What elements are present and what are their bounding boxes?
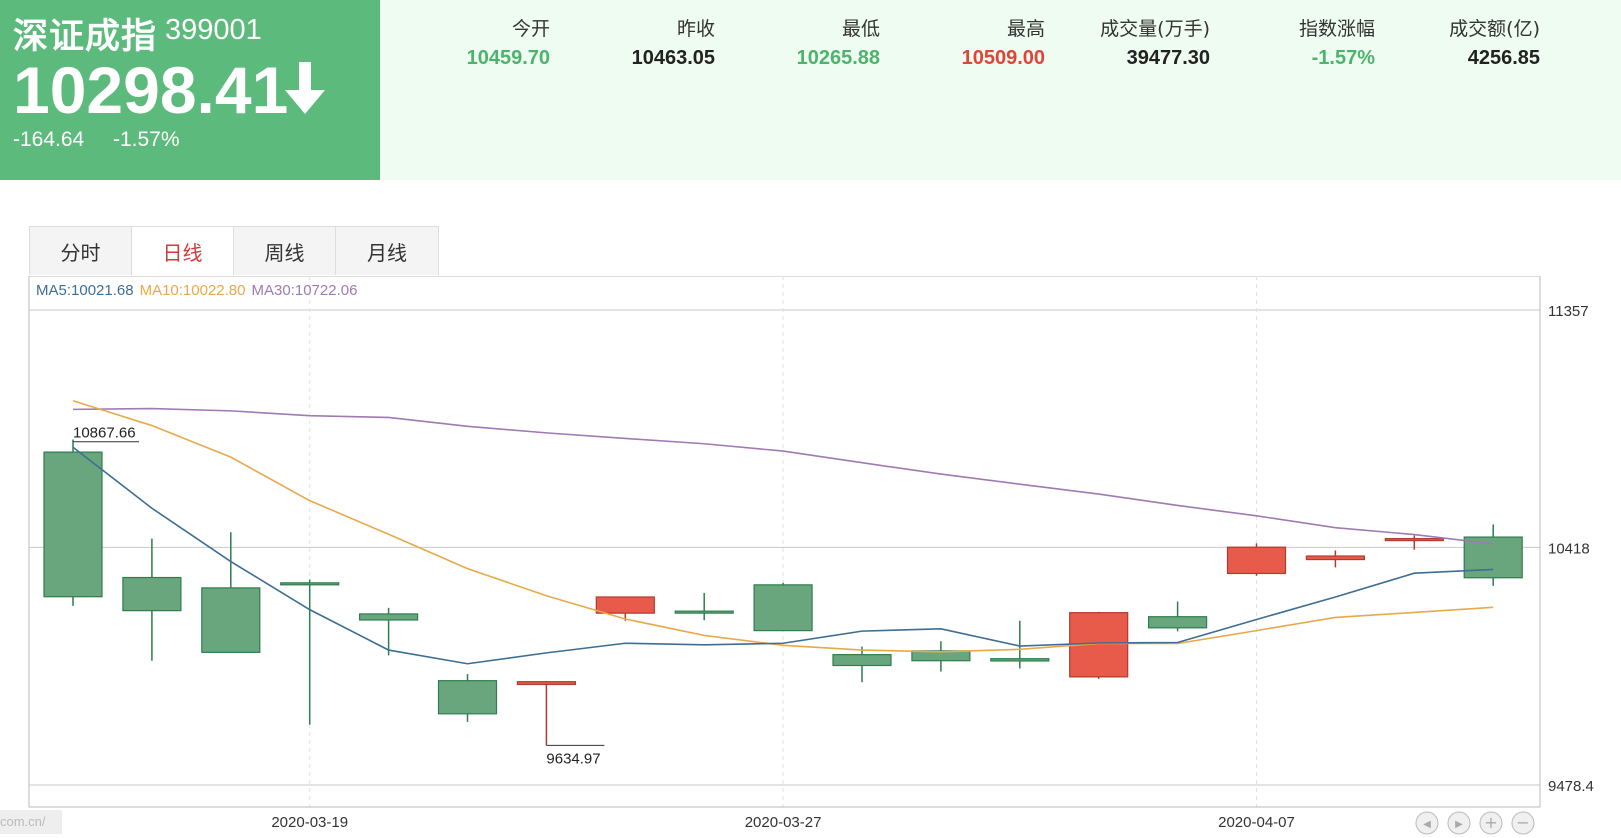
x-tick-label: 2020-03-19 (271, 814, 348, 831)
tab-monthly[interactable]: 月线 (336, 227, 438, 275)
ma-legend: MA5:10021.68 MA10:10022.80 MA30:10722.06 (36, 282, 357, 299)
ma-legend-item: MA10:10022.80 (140, 282, 246, 299)
scroll-right-icon-glyph: ▶ (1455, 819, 1463, 830)
y-tick-label: 10418 (1548, 540, 1590, 557)
tab-intraday[interactable]: 分时 (30, 227, 132, 275)
stat-label: 指数涨幅 (1298, 18, 1375, 40)
y-tick-label: 11357 (1548, 303, 1589, 320)
candle-body (122, 576, 182, 612)
ma30-line (72, 407, 1494, 545)
zoom-out-icon-glyph: − (1516, 813, 1529, 832)
index-name: 深证成指 (13, 17, 158, 57)
index-code: 399001 (165, 14, 262, 46)
quote-panel: 深证成指 399001 10298.41 -164.64 -1.57% (0, 0, 380, 180)
candle-body (1384, 537, 1444, 542)
candle-body (359, 613, 419, 621)
candle-body (516, 681, 577, 686)
stat-value: 39477.30 (1126, 47, 1210, 69)
stat-label: 今开 (511, 18, 550, 40)
stat-label: 成交额(亿) (1449, 18, 1540, 40)
candle-body (437, 680, 498, 715)
candle-body (1226, 546, 1287, 575)
zoom-out-icon[interactable] (1511, 811, 1535, 835)
low-annotation: 9634.97 (546, 750, 600, 767)
candle-body (990, 658, 1050, 662)
stat-label: 昨收 (676, 18, 715, 40)
index-price: 10298.41 (13, 53, 289, 127)
stat-value: 10265.88 (796, 47, 880, 69)
stat-label: 成交量(万手) (1100, 18, 1210, 40)
scroll-left-icon[interactable] (1415, 811, 1439, 835)
candle-body (280, 582, 340, 586)
zoom-in-icon[interactable] (1479, 811, 1503, 835)
scroll-right-icon[interactable] (1447, 811, 1471, 835)
stat-value: 4256.85 (1467, 47, 1540, 69)
stat-value: 10463.05 (631, 47, 715, 69)
candle-body (674, 610, 734, 614)
stat-label: 最高 (1006, 18, 1045, 40)
candle-body (595, 596, 655, 614)
stat-value: -1.57% (1311, 47, 1375, 69)
x-tick-label: 2020-04-07 (1218, 814, 1295, 831)
stat-label: 最低 (841, 18, 880, 40)
stat-value: 10509.00 (961, 47, 1045, 69)
zoom-in-icon-glyph: + (1484, 813, 1497, 832)
plot-frame (28, 276, 1541, 808)
stats-panel: 今开 10459.70 昨收 10463.05 最低 10265.88 最高 1… (380, 0, 1621, 180)
index-change-pct: -1.57% (113, 128, 180, 151)
candle-body (753, 584, 813, 632)
tab-weekly[interactable]: 周线 (234, 227, 336, 275)
watermark: com.cn/ (0, 810, 62, 834)
period-tabs: 分时 日线 周线 月线 (29, 226, 439, 275)
candle-body (1147, 616, 1208, 629)
ma5-line (72, 446, 1494, 665)
down-arrow-icon (285, 62, 325, 114)
ma-legend-item: MA5:10021.68 (36, 282, 134, 299)
ma-legend-item: MA30:10722.06 (252, 282, 358, 299)
index-change: -164.64 (13, 128, 85, 151)
candle-body (911, 650, 971, 662)
y-tick-label: 9478.4 (1548, 778, 1594, 795)
scroll-left-icon-glyph: ◀ (1423, 819, 1431, 830)
x-tick-label: 2020-03-27 (745, 814, 822, 831)
candle-body (832, 654, 892, 667)
ma10-line (72, 400, 1494, 653)
tab-daily[interactable]: 日线 (132, 227, 234, 275)
stat-value: 10459.70 (466, 47, 550, 69)
candle-body (201, 587, 261, 653)
candle-body (43, 451, 103, 598)
candlestick-chart: 11357 10418 9478.4 2020-03-19 2020-03-27 2020… (28, 276, 1594, 835)
high-annotation: 10867.66 (73, 425, 136, 442)
candle-body (1305, 555, 1366, 561)
